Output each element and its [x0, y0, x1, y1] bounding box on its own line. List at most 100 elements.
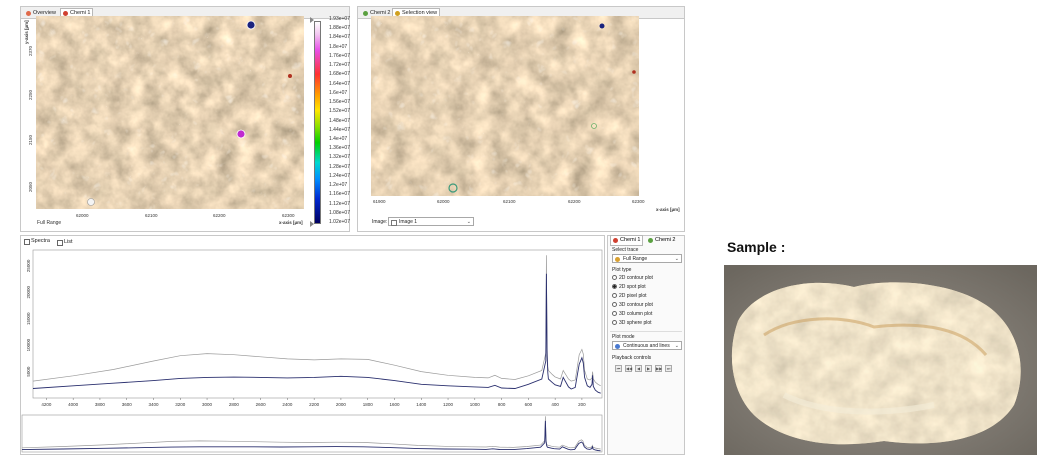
- x-tick-label: 400: [551, 402, 559, 407]
- right-x-tick: 62000: [437, 199, 450, 204]
- right-x-tick: 61900: [373, 199, 386, 204]
- colorbar-label: 1.24e+07: [329, 172, 350, 179]
- plot-type-2d-spot[interactable]: 2D spot plot: [612, 283, 646, 291]
- radio-label: 3D sphere plot: [619, 320, 652, 326]
- chevron-down-icon: ⌄: [674, 343, 679, 349]
- x-tick-label: 200: [578, 402, 586, 407]
- colorbar-label: 1.16e+07: [329, 191, 350, 198]
- x-tick-label: 1000: [470, 402, 481, 407]
- colorbar-label: 1.68e+07: [329, 71, 350, 78]
- x-tick-label: 4200: [41, 402, 52, 407]
- colorbar-label: 1.64e+07: [329, 80, 350, 87]
- radio-selected-icon: [612, 284, 617, 290]
- y-tick-label: 15000: [26, 312, 31, 325]
- chevron-down-icon: ⌄: [674, 256, 679, 262]
- tab-label: List: [64, 239, 73, 245]
- spectrum-series-line: [32, 255, 601, 387]
- x-tick-label: 2400: [282, 402, 293, 407]
- plot-mode-dropdown[interactable]: Continuous and lines ⌄: [612, 341, 682, 350]
- selection-marker-blue[interactable]: [599, 23, 605, 29]
- colorbar-label: 1.76e+07: [329, 52, 350, 59]
- selection-marker-red[interactable]: [632, 70, 636, 74]
- image-select-label: Image:: [372, 219, 388, 225]
- plot-mode-icon: [615, 343, 620, 349]
- left-y-tick: 2370: [28, 45, 33, 56]
- colorbar-bottom-handle[interactable]: [310, 221, 314, 227]
- colorbar-label: 1.6e+07: [329, 89, 348, 96]
- tab-label: Spectra: [31, 238, 50, 244]
- left-y-tick: 2050: [28, 181, 33, 192]
- tab-overview[interactable]: Overview: [23, 8, 59, 19]
- x-tick-label: 1600: [389, 402, 400, 407]
- right-x-axis-label: x-axis [µm]: [656, 207, 680, 212]
- left-x-tick: 62100: [145, 213, 158, 218]
- right-microscope-image[interactable]: [371, 16, 678, 196]
- selection-marker-green[interactable]: [591, 123, 597, 129]
- playback-rewind-button[interactable]: ◀◀: [625, 365, 633, 372]
- tab-list[interactable]: List: [54, 237, 76, 248]
- left-x-tick: 62200: [213, 213, 226, 218]
- chemi2-ctl-icon: [648, 238, 653, 243]
- select-trace-dropdown[interactable]: Full Range ⌄: [612, 254, 682, 263]
- left-x-tick: 62000: [76, 213, 89, 218]
- chemi1-ctl-icon: [613, 238, 618, 243]
- left-microscope-image[interactable]: [36, 16, 304, 209]
- radio-label: 3D contour plot: [619, 302, 653, 308]
- plot-type-2d-contour[interactable]: 2D contour plot: [612, 274, 653, 282]
- plot-type-3d-contour[interactable]: 3D contour plot: [612, 301, 653, 309]
- tab-label: Chemi 2: [655, 237, 676, 243]
- playback-first-button[interactable]: ⏮: [615, 365, 622, 372]
- right-x-tick: 62100: [503, 199, 516, 204]
- colorbar-label: 1.93e+07: [329, 16, 350, 22]
- spectrum-main-plot[interactable]: 4200 4000 3800 3600 3400 3200 3000 2800 2600 2400…: [21, 246, 604, 410]
- radio-label: 3D column plot: [619, 311, 653, 317]
- spot-marker-red[interactable]: [288, 74, 292, 78]
- x-tick-label: 1400: [416, 402, 427, 407]
- playback-back-button[interactable]: ◀: [635, 365, 642, 372]
- tab-chemi-2[interactable]: Chemi 2: [360, 8, 393, 19]
- image-select-dropdown[interactable]: Image 1 ⌄: [388, 217, 474, 226]
- playback-forward-button[interactable]: ▶▶: [655, 365, 663, 372]
- sample-label: Sample :: [727, 239, 786, 255]
- left-x-axis-label: x-axis [µm]: [279, 220, 303, 225]
- colorbar-label: 1.28e+07: [329, 163, 350, 170]
- playback-play-button[interactable]: ▶: [645, 365, 652, 372]
- x-tick-label: 800: [498, 402, 506, 407]
- colorbar-label: 1.52e+07: [329, 108, 350, 115]
- spot-marker-blue[interactable]: [246, 20, 256, 30]
- controls-divider: [610, 331, 682, 332]
- selection-marker-selected[interactable]: [448, 183, 458, 193]
- tab-spectra[interactable]: Spectra: [22, 237, 52, 246]
- colorbar-label: 1.44e+07: [329, 126, 350, 133]
- spot-marker-white[interactable]: [87, 198, 95, 206]
- tab-controls-chemi-1[interactable]: Chemi 1: [610, 235, 644, 246]
- x-tick-label: 600: [525, 402, 533, 407]
- plot-type-2d-pixel[interactable]: 2D pixel plot: [612, 292, 647, 300]
- spectra-tab-icon: [24, 239, 30, 245]
- playback-label: Playback controls: [612, 355, 652, 361]
- tab-controls-chemi-2[interactable]: Chemi 2: [645, 235, 678, 246]
- x-tick-label: 3400: [148, 402, 159, 407]
- sample-photo: [724, 265, 1037, 455]
- colorbar-top-handle[interactable]: [310, 17, 314, 23]
- y-tick-label: 25000: [26, 259, 31, 272]
- tab-label: Overview: [33, 10, 56, 16]
- colorbar-label: 1.32e+07: [329, 154, 350, 161]
- chemi-tab-icon: [63, 11, 68, 16]
- spectrum-overview-plot[interactable]: [21, 414, 604, 454]
- spectrum-series-line: [21, 416, 601, 450]
- colorbar-label: 1.48e+07: [329, 117, 350, 124]
- playback-last-button[interactable]: ⏭: [665, 365, 672, 372]
- chemi2-tab-icon: [363, 11, 368, 16]
- plot-type-3d-column[interactable]: 3D column plot: [612, 310, 652, 318]
- x-tick-label: 3000: [202, 402, 213, 407]
- spectra-pane: Spectra List: [20, 235, 605, 455]
- plot-frame: [21, 414, 603, 453]
- plot-type-3d-sphere[interactable]: 3D sphere plot: [612, 319, 652, 327]
- range-label: Full Range: [37, 220, 62, 226]
- left-y-tick: 2150: [28, 134, 33, 145]
- spectrum-series-line: [21, 420, 601, 452]
- spot-marker-magenta[interactable]: [236, 129, 246, 139]
- overview-tab-icon: [26, 11, 31, 16]
- chevron-down-icon: ⌄: [466, 219, 471, 225]
